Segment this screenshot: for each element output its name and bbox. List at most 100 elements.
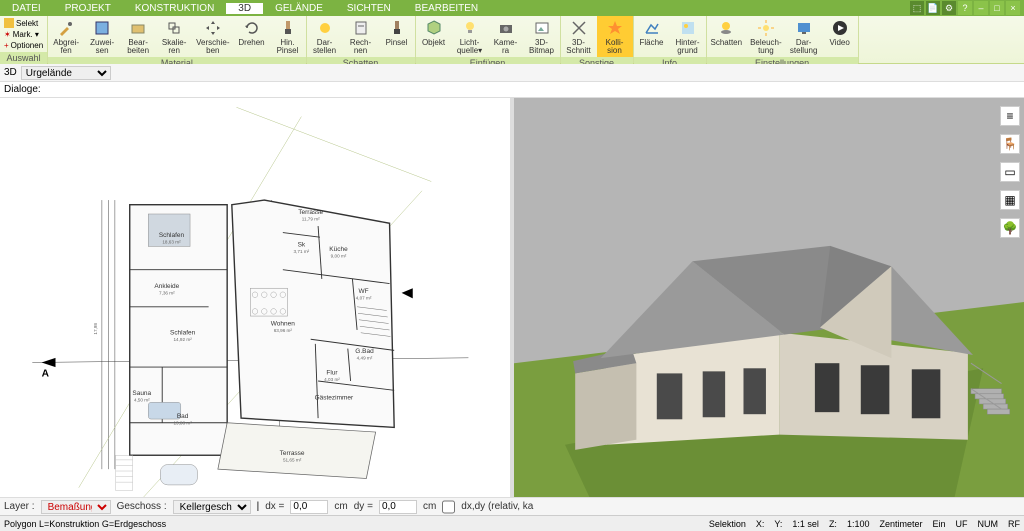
menubar-right-icons: ⬚ 📄 ⚙ ? – □ ×	[910, 1, 1024, 15]
ribbon-btn-label: Dar- stellung	[790, 39, 818, 55]
floorplan-view[interactable]: 17,98 A B B	[0, 98, 510, 497]
note-icon[interactable]: 📄	[926, 1, 940, 15]
unit1: cm	[334, 501, 347, 512]
status-ein: Ein	[932, 519, 945, 529]
dy-input[interactable]	[379, 500, 417, 514]
rel-checkbox[interactable]	[442, 500, 455, 514]
room-name: Küche	[329, 246, 348, 253]
menu-3d[interactable]: 3D	[226, 3, 263, 14]
ribbon-brush[interactable]: Hin. Pinsel	[270, 16, 306, 57]
secondary-toolbar: 3D Urgelände	[0, 64, 1024, 82]
video-icon	[830, 18, 850, 38]
layer-label: Layer :	[4, 501, 35, 512]
room-area: 11,79 m²	[302, 216, 320, 221]
max-icon[interactable]: □	[990, 1, 1004, 15]
dx-input[interactable]	[290, 500, 328, 514]
layers-icon[interactable]: ≡	[1000, 106, 1020, 126]
view-side-tools: ≡ 🪑 ▭ ▦ 🌳	[1000, 106, 1020, 238]
dialoge-bar: Dialoge:	[0, 82, 1024, 98]
status-num: NUM	[978, 519, 999, 529]
menu-konstruktion[interactable]: KONSTRUKTION	[123, 3, 226, 14]
min-icon[interactable]: –	[974, 1, 988, 15]
menu-gelände[interactable]: GELÄNDE	[263, 3, 335, 14]
ribbon-object[interactable]: Objekt	[416, 16, 452, 57]
room-name: Schlafen	[159, 232, 185, 239]
ribbon-collision[interactable]: Kolli- sion	[597, 16, 633, 57]
furniture-icon[interactable]: 🪑	[1000, 134, 1020, 154]
floors-icon[interactable]: ▭	[1000, 162, 1020, 182]
status-y: Y:	[774, 519, 782, 529]
ribbon-bitmap[interactable]: 3D- Bitmap	[524, 16, 560, 57]
ribbon-edit[interactable]: Bear- beiten	[120, 16, 156, 57]
optionen-button[interactable]: +Optionen	[4, 41, 43, 50]
ribbon-shadow[interactable]: Schatten	[707, 16, 747, 57]
room-name: Wohnen	[271, 320, 295, 327]
3d-view[interactable]: ≡ 🪑 ▭ ▦ 🌳	[514, 98, 1024, 497]
dy-label: dy =	[354, 501, 373, 512]
room-area: 3,71 m²	[294, 249, 310, 254]
ribbon-calc[interactable]: Rech- nen	[343, 16, 379, 57]
ribbon-light[interactable]: Licht- quelle▾	[452, 16, 488, 57]
settings-icon[interactable]: ⚙	[942, 1, 956, 15]
room-area: 18,63 m²	[162, 240, 181, 245]
room-name: Terrasse	[298, 209, 323, 216]
status-text: Polygon L=Konstruktion G=Erdgeschoss	[4, 519, 709, 529]
room-name: Terrasse	[280, 450, 305, 457]
ribbon-bg[interactable]: Hinter- grund	[670, 16, 706, 57]
status-uf: UF	[956, 519, 968, 529]
display-icon	[315, 18, 335, 38]
toolbar-prefix: 3D	[4, 67, 17, 78]
layer-dropdown[interactable]: Bemaßung	[41, 500, 111, 514]
ribbon-display2[interactable]: Dar- stellung	[786, 16, 822, 57]
room-name: Ankleide	[154, 283, 179, 290]
move-icon	[203, 18, 223, 38]
status-scale: 1:100	[847, 519, 870, 529]
mark-button[interactable]: ✶Mark. ▾	[4, 30, 43, 39]
main-area: 17,98 A B B	[0, 98, 1024, 497]
scale-icon	[164, 18, 184, 38]
ribbon-btn-label: 3D- Bitmap	[529, 39, 554, 55]
ribbon-video[interactable]: Video	[822, 16, 858, 57]
question-icon[interactable]: ?	[958, 1, 972, 15]
menu-bearbeiten[interactable]: BEARBEITEN	[403, 3, 490, 14]
selekt-button[interactable]: Selekt	[4, 18, 43, 28]
ribbon-move[interactable]: Verschie- ben	[192, 16, 233, 57]
ribbon-camera[interactable]: Kame- ra	[488, 16, 524, 57]
help-icon[interactable]: ⬚	[910, 1, 924, 15]
sep: |	[257, 501, 260, 512]
ribbon-btn-label: 3D- Schnitt	[566, 39, 590, 55]
room-area: 4,03 m²	[324, 377, 340, 382]
ribbon-lighting[interactable]: Beleuch- tung	[746, 16, 786, 57]
ribbon-btn-label: Pinsel	[386, 39, 408, 47]
menu-datei[interactable]: DATEI	[0, 3, 53, 14]
status-sel: 1:1 sel	[792, 519, 819, 529]
ribbon-group-label: Auswahl	[0, 52, 47, 64]
ribbon-btn-label: Abgrei- fen	[53, 39, 79, 55]
ribbon-btn-label: Dar- stellen	[313, 39, 336, 55]
ribbon-rotate[interactable]: Drehen	[234, 16, 270, 57]
menu-projekt[interactable]: PROJEKT	[53, 3, 123, 14]
menu-sichten[interactable]: SICHTEN	[335, 3, 403, 14]
room-area: 4,49 m²	[357, 356, 373, 361]
close-icon[interactable]: ×	[1006, 1, 1020, 15]
status-rf: RF	[1008, 519, 1020, 529]
room-name: G.Bad	[355, 348, 374, 355]
ribbon-cut[interactable]: 3D- Schnitt	[561, 16, 597, 57]
main-menubar: DATEIPROJEKTKONSTRUKTION3DGELÄNDESICHTEN…	[0, 0, 1024, 16]
ribbon-area[interactable]: Fläche	[634, 16, 670, 57]
geschoss-dropdown[interactable]: Kellergesch	[173, 500, 251, 514]
ribbon-btn-label: Kame- ra	[494, 39, 518, 55]
view-dropdown[interactable]: Urgelände	[21, 66, 111, 80]
ribbon-scale[interactable]: Skalie- ren	[156, 16, 192, 57]
ribbon-brush2[interactable]: Pinsel	[379, 16, 415, 57]
ribbon-btn-label: Rech- nen	[350, 39, 371, 55]
materials-icon[interactable]: ▦	[1000, 190, 1020, 210]
ribbon-toolbar: Selekt ✶Mark. ▾ +Optionen Auswahl Abgrei- fe…	[0, 16, 1024, 64]
ribbon-dropper[interactable]: Abgrei- fen	[48, 16, 84, 57]
calc-icon	[351, 18, 371, 38]
room-name: Sauna	[132, 390, 151, 397]
ribbon-btn-label: Video	[829, 39, 849, 47]
ribbon-assign[interactable]: Zuwei- sen	[84, 16, 120, 57]
ribbon-display[interactable]: Dar- stellen	[307, 16, 343, 57]
tree-icon[interactable]: 🌳	[1000, 218, 1020, 238]
